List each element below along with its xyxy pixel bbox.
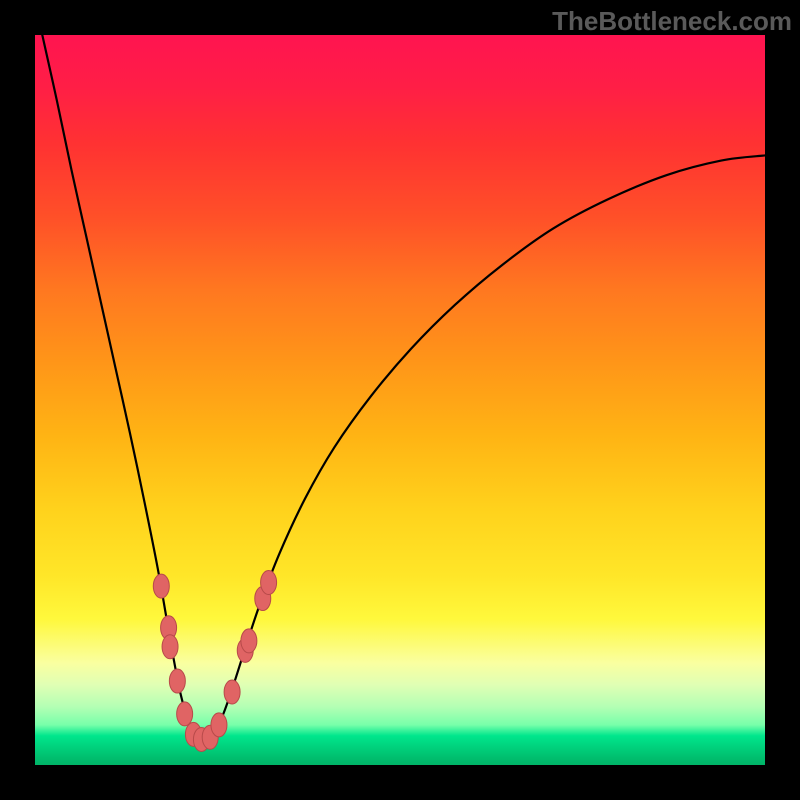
chart-root: TheBottleneck.com <box>0 0 800 800</box>
curve-marker <box>211 713 227 737</box>
curve-marker <box>261 571 277 595</box>
curve-marker <box>224 680 240 704</box>
curve-markers <box>153 571 276 752</box>
curve-marker <box>153 574 169 598</box>
curve-marker <box>169 669 185 693</box>
curve-marker <box>177 702 193 726</box>
curve-marker <box>241 629 257 653</box>
watermark-text: TheBottleneck.com <box>552 6 792 37</box>
plot-area <box>35 35 765 765</box>
bottleneck-curve <box>42 35 765 740</box>
curve-marker <box>162 635 178 659</box>
curve-layer <box>35 35 765 765</box>
